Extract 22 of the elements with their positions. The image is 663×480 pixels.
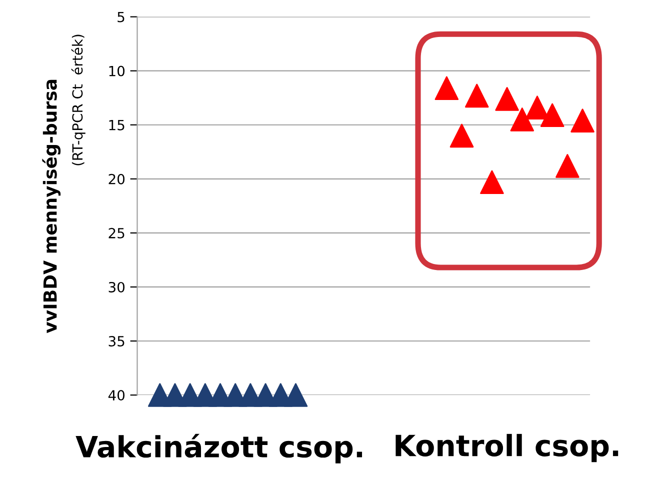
point bbox=[510, 108, 534, 132]
y-axis-title: vvIBDV mennyiség-bursa bbox=[42, 80, 61, 334]
y-tick-label: 40 bbox=[108, 390, 125, 401]
point bbox=[450, 124, 474, 148]
point bbox=[464, 84, 489, 108]
point bbox=[556, 154, 580, 178]
point bbox=[570, 108, 594, 132]
y-tick-label: 5 bbox=[118, 12, 124, 22]
point bbox=[284, 383, 308, 407]
point bbox=[434, 76, 459, 100]
y-tick-label: 35 bbox=[108, 336, 124, 346]
y-tick-label: 10 bbox=[109, 66, 125, 76]
x-tick-label: Vakcinázott csop. bbox=[76, 434, 362, 464]
y-tick-label: 20 bbox=[108, 174, 125, 184]
y-tick-label: 30 bbox=[108, 282, 125, 292]
text: (RT-qPCR Ct érték) bbox=[71, 34, 86, 166]
y-tick-label: 25 bbox=[108, 228, 124, 238]
y-tick-label: 15 bbox=[109, 120, 124, 130]
point bbox=[495, 87, 519, 111]
point bbox=[540, 103, 564, 128]
x-tick-label: Kontroll csop. bbox=[396, 434, 618, 462]
point bbox=[480, 170, 504, 194]
